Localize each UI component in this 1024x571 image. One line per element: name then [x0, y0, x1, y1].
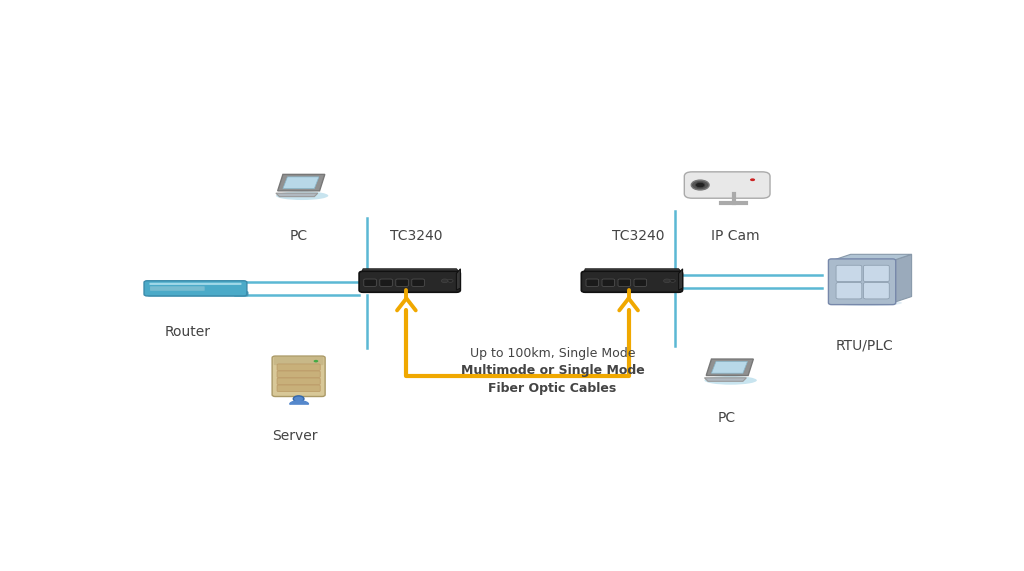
Circle shape [441, 279, 449, 283]
FancyBboxPatch shape [278, 385, 321, 392]
FancyBboxPatch shape [364, 279, 376, 286]
FancyBboxPatch shape [396, 279, 409, 286]
FancyBboxPatch shape [863, 283, 889, 299]
Text: Fiber Optic Cables: Fiber Optic Cables [488, 381, 616, 395]
Polygon shape [707, 359, 754, 376]
Text: Multimode or Single Mode: Multimode or Single Mode [461, 364, 644, 377]
Text: PC: PC [290, 228, 307, 243]
Circle shape [447, 279, 453, 282]
FancyBboxPatch shape [151, 286, 205, 291]
FancyBboxPatch shape [836, 283, 862, 299]
Polygon shape [831, 254, 911, 260]
Ellipse shape [834, 300, 902, 306]
Polygon shape [584, 269, 683, 274]
Circle shape [691, 180, 709, 190]
Circle shape [293, 396, 304, 402]
FancyBboxPatch shape [828, 259, 896, 304]
Text: PC: PC [718, 411, 736, 425]
FancyBboxPatch shape [684, 172, 770, 198]
Text: Router: Router [165, 325, 211, 339]
Circle shape [313, 360, 318, 363]
FancyBboxPatch shape [273, 357, 324, 365]
FancyBboxPatch shape [150, 283, 242, 285]
FancyBboxPatch shape [634, 279, 646, 286]
FancyBboxPatch shape [380, 279, 392, 286]
Polygon shape [278, 174, 325, 191]
FancyBboxPatch shape [144, 281, 247, 296]
FancyBboxPatch shape [359, 271, 461, 292]
FancyBboxPatch shape [602, 279, 614, 286]
Polygon shape [679, 269, 683, 290]
Polygon shape [712, 361, 748, 373]
FancyBboxPatch shape [618, 279, 631, 286]
FancyBboxPatch shape [147, 291, 249, 296]
FancyBboxPatch shape [863, 266, 889, 282]
Polygon shape [283, 177, 318, 188]
Text: TC3240: TC3240 [390, 228, 442, 243]
FancyBboxPatch shape [272, 356, 326, 396]
Polygon shape [893, 254, 911, 303]
Text: Server: Server [272, 429, 317, 443]
FancyBboxPatch shape [582, 271, 683, 292]
Polygon shape [457, 269, 461, 290]
FancyBboxPatch shape [836, 266, 862, 282]
Circle shape [670, 279, 675, 282]
Ellipse shape [705, 376, 757, 385]
Polygon shape [361, 269, 461, 274]
FancyBboxPatch shape [278, 378, 321, 384]
FancyBboxPatch shape [278, 364, 321, 371]
Ellipse shape [275, 191, 329, 200]
Polygon shape [275, 193, 317, 196]
Text: IP Cam: IP Cam [711, 228, 760, 243]
Polygon shape [705, 378, 746, 381]
Circle shape [750, 178, 755, 181]
FancyBboxPatch shape [412, 279, 424, 286]
Circle shape [695, 182, 705, 188]
Text: TC3240: TC3240 [612, 228, 665, 243]
Circle shape [664, 279, 671, 283]
FancyBboxPatch shape [278, 371, 321, 377]
Text: Up to 100km, Single Mode: Up to 100km, Single Mode [470, 347, 635, 360]
FancyBboxPatch shape [586, 279, 598, 286]
Text: RTU/PLC: RTU/PLC [836, 339, 893, 352]
